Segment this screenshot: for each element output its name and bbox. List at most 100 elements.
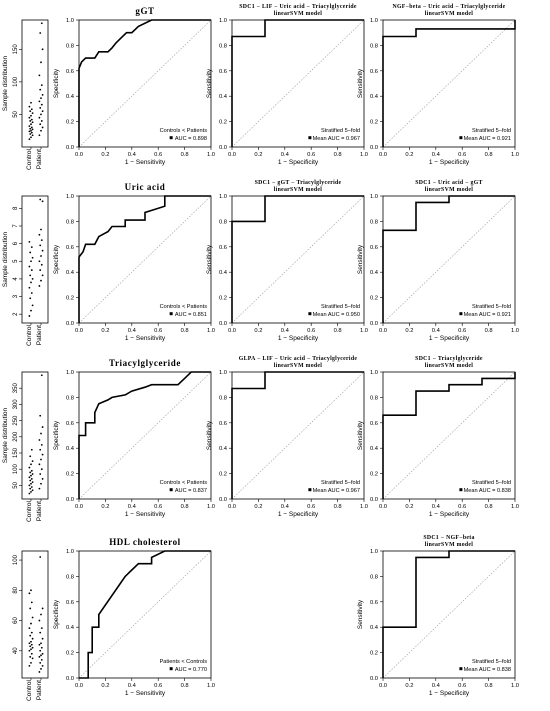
- x-tick-label: 0.8: [485, 152, 493, 158]
- x-tick-label: 0.0: [379, 683, 387, 689]
- legend-heading: Stratified 5−fold: [321, 480, 360, 486]
- x-tick-label: 1.0: [511, 683, 519, 689]
- x-axis-label: 1 − Sensitivity: [125, 159, 166, 166]
- strip-plot: 2 3 4 5 6 7 8 Sample distribution Control Patient: [2, 195, 49, 346]
- y-tick-label: 0.2: [219, 120, 227, 126]
- x-axis-label: 1 − Specificity: [429, 159, 470, 166]
- x-tick-label: 0.6: [458, 328, 466, 334]
- legend-marker: [459, 488, 463, 492]
- x-tick-label: 0.4: [128, 504, 137, 510]
- control-point: [28, 466, 31, 469]
- patient-point: [41, 93, 44, 96]
- y-tick-label: 0.4: [219, 270, 228, 276]
- control-point: [28, 286, 31, 289]
- control-point: [30, 281, 32, 284]
- x-tick-label: 0.6: [154, 683, 162, 689]
- y-tick-label: 0.6: [66, 245, 74, 251]
- y-tick-label: 0.0: [66, 676, 74, 682]
- patient-point: [41, 478, 44, 480]
- patient-point: [40, 642, 42, 645]
- legend-marker: [308, 312, 312, 316]
- control-point: [29, 634, 32, 637]
- strip-xlabel: Patient: [36, 680, 43, 700]
- y-tick-label: 0.2: [370, 472, 378, 478]
- y-tick-label: 0.6: [370, 69, 378, 75]
- control-point: [31, 646, 34, 649]
- x-tick-label: 1.0: [207, 683, 215, 689]
- patient-point: [40, 443, 43, 446]
- roc-curve: [79, 550, 211, 679]
- legend-marker: [169, 136, 173, 140]
- control-point: [28, 476, 31, 479]
- y-tick-label: 0.4: [370, 625, 379, 631]
- x-tick-label: 1.0: [360, 152, 368, 158]
- control-point: [28, 315, 31, 317]
- roc-panel: 0.00.0 0.2 0.2 0.4 0.4 0.6 0.6 0.8 0.8 1.0 1.0 1 − …: [206, 180, 368, 342]
- y-tick-label: 1.0: [219, 18, 227, 24]
- control-point: [30, 490, 32, 493]
- legend-marker: [169, 488, 173, 492]
- y-axis-label: Sensitivity: [206, 244, 213, 274]
- roc-panel: 0.00.0 0.2 0.2 0.4 0.4 0.6 0.6 0.8 0.8 1.0 1.0 1 − …: [53, 182, 215, 342]
- panel-title: Triacylglyceride: [109, 358, 181, 368]
- patient-point: [40, 61, 42, 64]
- x-tick-label: 0.0: [228, 504, 236, 510]
- y-tick-label: 0.2: [370, 120, 378, 126]
- y-tick-label: 0.0: [219, 145, 227, 151]
- panel-title-line: SDC1 − LIF − Uric acid − Triacylglycerid…: [239, 4, 357, 10]
- x-tick-label: 0.2: [101, 328, 109, 334]
- x-tick-label: 0.8: [181, 683, 189, 689]
- x-tick-label: 0.2: [254, 328, 262, 334]
- control-point: [30, 640, 32, 643]
- y-tick-label: 0.6: [219, 421, 227, 427]
- legend-heading: Controls < Patients: [160, 128, 208, 134]
- control-point: [29, 655, 32, 658]
- y-tick-label: 0.8: [219, 219, 227, 225]
- x-axis-label: 1 − Specificity: [278, 159, 319, 166]
- y-tick-label: 0.8: [66, 43, 74, 49]
- strip-ytick-label: 40: [13, 647, 19, 654]
- strip-frame: [21, 371, 49, 500]
- patient-point: [40, 613, 42, 616]
- y-tick-label: 1.0: [370, 370, 378, 376]
- patient-point: [40, 239, 43, 241]
- control-point: [30, 108, 33, 111]
- x-tick-label: 0.4: [281, 152, 290, 158]
- x-tick-label: 0.2: [101, 152, 109, 158]
- x-tick-label: 0.2: [405, 152, 413, 158]
- roc-curve: [78, 371, 211, 499]
- y-tick-label: 1.0: [66, 370, 74, 376]
- control-point: [30, 101, 32, 104]
- x-tick-label: 0.0: [75, 504, 83, 510]
- x-tick-label: 0.8: [181, 152, 189, 158]
- legend-heading: Controls < Patients: [160, 480, 208, 486]
- patient-point: [39, 414, 42, 417]
- control-point: [29, 251, 32, 254]
- patient-point: [40, 482, 42, 485]
- x-tick-label: 0.6: [458, 152, 466, 158]
- y-tick-label: 0.4: [370, 270, 379, 276]
- patient-point: [38, 285, 41, 287]
- x-tick-label: 0.4: [432, 328, 441, 334]
- patient-point: [38, 671, 41, 673]
- y-tick-label: 0.4: [66, 270, 75, 276]
- strip-ylabel: Sample distribution: [2, 55, 9, 111]
- x-tick-label: 0.4: [128, 152, 137, 158]
- control-point: [28, 265, 31, 268]
- x-axis-label: 1 − Specificity: [278, 511, 319, 518]
- strip-xlabel: Control: [26, 500, 33, 522]
- control-point: [28, 627, 31, 630]
- legend-heading: Patients < Controls: [160, 659, 208, 665]
- control-point: [28, 649, 31, 652]
- x-tick-label: 0.6: [154, 504, 162, 510]
- panel-title: HDL cholesterol: [109, 537, 181, 547]
- chance-diagonal: [231, 19, 365, 148]
- control-point: [29, 274, 32, 277]
- roc-panel: 0.00.0 0.2 0.2 0.4 0.4 0.6 0.6 0.8 0.8 1.0 1.0 1 − …: [53, 537, 215, 697]
- strip-frame: [21, 195, 49, 324]
- patient-point: [41, 453, 44, 456]
- legend-entry: AUC = 0.770: [175, 667, 207, 673]
- legend-marker: [459, 667, 463, 671]
- control-point: [30, 622, 32, 625]
